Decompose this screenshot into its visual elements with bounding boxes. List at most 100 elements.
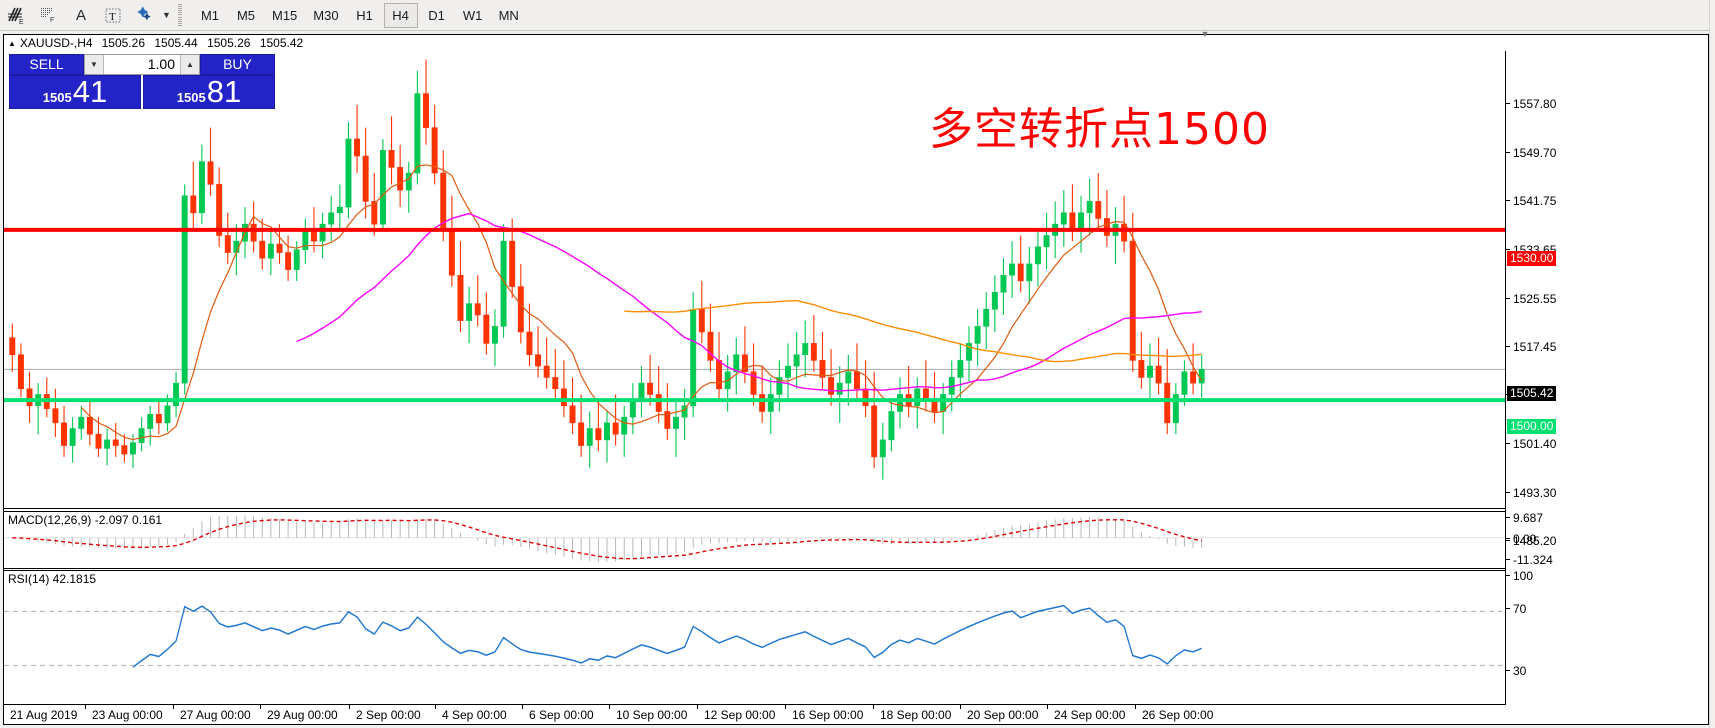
timeframe-w1[interactable]: W1 [462, 7, 483, 23]
time-tick-label: 18 Sep 00:00 [880, 708, 952, 722]
time-tick-label: 2 Sep 00:00 [356, 708, 421, 722]
price-tick: 1517.45 [1506, 339, 1556, 354]
trade-quotes-row: 1505 41 1505 81 [9, 74, 275, 109]
time-tick-mark [349, 705, 350, 709]
price-level-tag: 1530.00 [1507, 251, 1557, 266]
window-scrollbar[interactable] [1709, 0, 1715, 728]
price-tick: 1493.30 [1506, 485, 1556, 500]
timeframe-m15[interactable]: M15 [272, 7, 298, 23]
text-label-icon[interactable]: T [98, 2, 128, 29]
timeframe-mn[interactable]: MN [498, 7, 519, 23]
buy-button[interactable]: BUY [200, 54, 275, 75]
chart-window: ▲ XAUUSD-,H4 1505.26 1505.44 1505.26 150… [3, 34, 1709, 725]
buy-price-pips: 81 [206, 74, 242, 109]
toolbar-separator [178, 4, 182, 26]
price-axis[interactable]: 1557.80 1549.70 1541.75 1533.65 1525.55 1517.… [1505, 51, 1708, 724]
timeframe-m30[interactable]: M30 [313, 7, 339, 23]
time-tick-label: 6 Sep 00:00 [529, 708, 594, 722]
macd-tick: -11.324 [1506, 552, 1553, 567]
objects-dropdown-caret[interactable]: ▼ [162, 10, 171, 20]
one-click-trade-panel: SELL ▼ 1.00 ▲ BUY 1505 41 1505 [9, 54, 275, 109]
volume-decrease-icon[interactable]: ▼ [85, 55, 104, 74]
time-tick-label: 21 Aug 2019 [10, 708, 78, 722]
trade-controls-row: SELL ▼ 1.00 ▲ BUY [9, 54, 275, 75]
time-tick-label: 4 Sep 00:00 [442, 708, 507, 722]
timeframe-group: M1 M5 M15 M30 H1 H4 D1 W1 MN [193, 2, 528, 28]
price-tick: 1501.40 [1506, 436, 1556, 451]
time-tick-mark [1135, 705, 1136, 709]
price-level-tag: 1500.00 [1507, 419, 1557, 434]
time-tick-mark [960, 705, 961, 709]
svg-text:F: F [50, 17, 54, 24]
timeframe-m5[interactable]: M5 [236, 7, 256, 23]
price-tick: 1557.80 [1506, 96, 1556, 111]
indicators-icon[interactable]: E [2, 2, 32, 29]
chart-minimize-icon[interactable]: ▲ [8, 38, 16, 48]
buy-price-prefix: 1505 [176, 90, 206, 105]
time-tick-label: 29 Aug 00:00 [267, 708, 338, 722]
volume-increase-icon[interactable]: ▲ [180, 55, 199, 74]
sell-button[interactable]: SELL [9, 54, 84, 75]
price-tick: 1485.20 [1506, 533, 1556, 548]
ohlc-open: 1505.26 [101, 36, 145, 50]
macd-pane[interactable]: MACD(12,26,9) -2.097 0.161 [4, 511, 1506, 569]
chart-annotation-text: 多空转折点1500 [929, 104, 1270, 155]
volume-input[interactable]: 1.00 [147, 56, 175, 73]
price-level-tag: 1505.42 [1507, 386, 1557, 401]
svg-text:E: E [19, 19, 24, 25]
rsi-label: RSI(14) 42.1815 [8, 572, 97, 586]
macd-label: MACD(12,26,9) -2.097 0.161 [8, 513, 163, 527]
templates-icon[interactable]: F [34, 2, 64, 29]
ohlc-low: 1505.26 [207, 36, 251, 50]
time-tick-mark [873, 705, 874, 709]
volume-stepper[interactable]: ▼ 1.00 ▲ [84, 54, 200, 75]
ohlc-close: 1505.42 [259, 36, 304, 50]
rsi-tick: 30 [1506, 663, 1526, 678]
time-axis[interactable]: 21 Aug 2019 23 Aug 00:00 27 Aug 00:00 29 Au… [3, 704, 1506, 724]
time-tick-mark [3, 705, 4, 709]
time-tick-label: 23 Aug 00:00 [92, 708, 163, 722]
time-tick-label: 12 Sep 00:00 [704, 708, 776, 722]
time-tick-mark [85, 705, 86, 709]
svg-text:T: T [109, 11, 116, 23]
sell-price-prefix: 1505 [42, 90, 72, 105]
macd-tick: 9.687 [1506, 510, 1543, 525]
time-tick-mark [1047, 705, 1048, 709]
time-tick-label: 27 Aug 00:00 [180, 708, 251, 722]
rsi-tick: 100 [1506, 568, 1533, 583]
time-tick-mark [609, 705, 610, 709]
time-tick-mark [260, 705, 261, 709]
ohlc-values: 1505.26 1505.44 1505.26 1505.42 [102, 36, 310, 50]
time-tick-label: 10 Sep 00:00 [616, 708, 688, 722]
time-tick-label: 24 Sep 00:00 [1054, 708, 1126, 722]
timeframe-h4[interactable]: H4 [383, 2, 418, 28]
text-icon[interactable]: A [75, 6, 86, 24]
time-tick-label: 26 Sep 00:00 [1142, 708, 1214, 722]
price-tick: 1525.55 [1506, 291, 1556, 306]
symbol-name: XAUUSD-,H4 [19, 36, 93, 50]
chart-collapse-caret[interactable]: ▼ [1200, 29, 1210, 39]
ohlc-high: 1505.44 [154, 36, 198, 50]
time-tick-mark [435, 705, 436, 709]
main-toolbar: E F A T [0, 0, 1715, 31]
rsi-tick: 70 [1506, 601, 1526, 616]
objects-icon[interactable] [130, 2, 160, 29]
price-tick: 1549.70 [1506, 145, 1556, 160]
time-tick-label: 20 Sep 00:00 [967, 708, 1039, 722]
timeframe-m1[interactable]: M1 [200, 7, 220, 23]
symbol-info-bar: ▲ XAUUSD-,H4 1505.26 1505.44 1505.26 150… [4, 35, 1708, 51]
time-tick-mark [785, 705, 786, 709]
time-tick-mark [173, 705, 174, 709]
time-tick-label: 16 Sep 00:00 [792, 708, 864, 722]
rsi-pane[interactable]: RSI(14) 42.1815 [4, 570, 1506, 706]
buy-price-box[interactable]: 1505 81 [143, 74, 275, 109]
timeframe-d1[interactable]: D1 [428, 7, 445, 23]
timeframe-h1[interactable]: H1 [356, 7, 373, 23]
sell-price-pips: 41 [72, 74, 108, 109]
sell-price-box[interactable]: 1505 41 [9, 74, 141, 109]
price-tick: 1541.75 [1506, 193, 1556, 208]
price-pane[interactable] [4, 51, 1506, 509]
time-tick-mark [697, 705, 698, 709]
macd-tick: 0.00 [1506, 531, 1536, 546]
